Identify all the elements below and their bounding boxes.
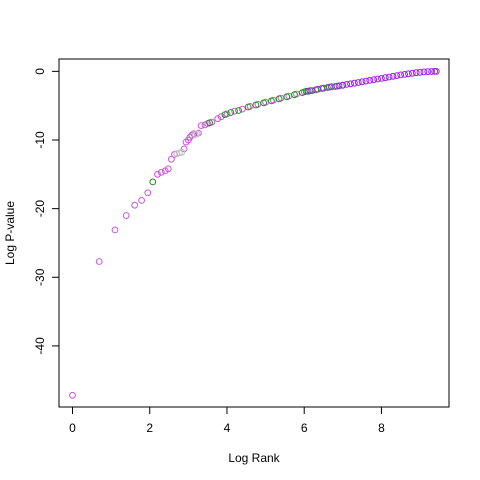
y-tick-label: 0 [33, 68, 47, 75]
data-point [180, 145, 188, 153]
data-point [339, 81, 347, 89]
plot-box [58, 58, 450, 408]
data-point [69, 391, 76, 399]
data-point [144, 189, 152, 197]
data-point [154, 170, 161, 178]
data-point [408, 69, 416, 77]
data-point [283, 93, 291, 101]
y-tick-label: -40 [33, 337, 47, 355]
data-point [424, 68, 432, 75]
points-layer [69, 68, 440, 399]
y-tick-label: -10 [33, 131, 47, 149]
x-tick-label: 2 [146, 421, 153, 435]
data-point [122, 212, 130, 219]
data-point [428, 68, 436, 75]
data-point [197, 122, 205, 129]
y-tick-label: -30 [33, 268, 47, 286]
data-point [95, 258, 103, 265]
data-point [393, 72, 401, 79]
data-point [193, 130, 201, 138]
data-point [164, 165, 172, 173]
data-point [347, 80, 354, 88]
data-point [366, 77, 374, 84]
data-point [131, 201, 139, 209]
x-axis-label: Log Rank [228, 451, 280, 465]
data-point [362, 77, 370, 85]
x-tick-label: 6 [301, 421, 308, 435]
data-point [397, 71, 405, 79]
data-point [389, 72, 397, 80]
data-point [252, 101, 260, 109]
data-point [381, 74, 389, 82]
data-point [221, 111, 229, 118]
data-point [401, 71, 409, 78]
data-point [385, 73, 393, 81]
data-point [291, 91, 298, 99]
y-tick-label: -20 [33, 200, 47, 218]
data-point [268, 97, 275, 105]
data-point [354, 79, 362, 86]
data-point [343, 81, 351, 88]
data-point [416, 68, 424, 76]
data-point [239, 105, 246, 113]
data-point [231, 107, 239, 115]
data-point [331, 83, 339, 90]
data-point [149, 178, 157, 186]
x-axis: 0 2 4 6 8 [69, 406, 385, 435]
data-point [374, 75, 382, 83]
data-point [370, 76, 378, 84]
data-point [432, 68, 440, 75]
x-tick-label: 8 [378, 421, 385, 435]
y-axis-label: Log P-value [3, 201, 17, 265]
data-point [214, 115, 222, 123]
data-point [217, 113, 225, 121]
data-point [168, 155, 175, 163]
data-point [157, 168, 165, 176]
data-point [412, 69, 420, 77]
data-point [138, 197, 146, 204]
x-tick-label: 4 [224, 421, 231, 435]
data-point [260, 99, 268, 107]
data-point [335, 82, 343, 90]
data-point [206, 119, 214, 127]
data-point [235, 107, 243, 114]
data-point [405, 70, 412, 78]
data-point [304, 87, 312, 95]
x-tick-label: 0 [69, 421, 76, 435]
y-axis: 0 -10 -20 -30 -40 [33, 68, 60, 355]
data-point [378, 75, 385, 82]
data-point [358, 78, 366, 86]
data-point [186, 133, 194, 141]
data-point [420, 68, 428, 76]
data-point [111, 226, 119, 234]
data-point [178, 148, 186, 156]
data-point [244, 103, 252, 111]
data-point [275, 95, 283, 103]
data-point [227, 109, 235, 116]
data-point [351, 79, 358, 87]
